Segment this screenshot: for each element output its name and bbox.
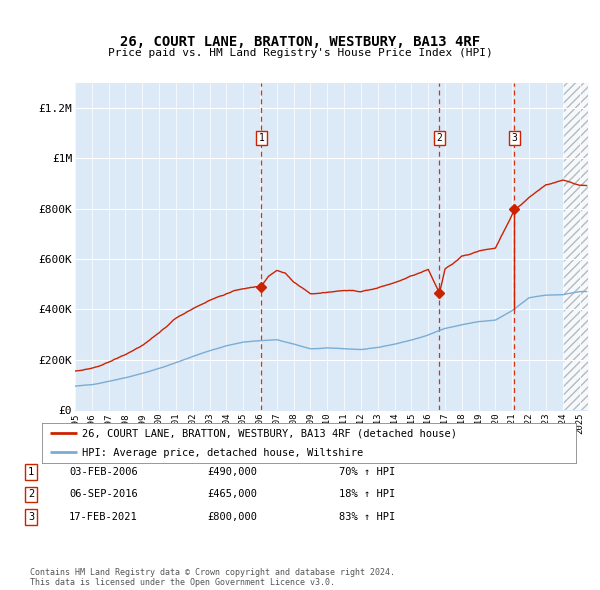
Text: Price paid vs. HM Land Registry's House Price Index (HPI): Price paid vs. HM Land Registry's House … [107,48,493,58]
Text: 06-SEP-2016: 06-SEP-2016 [69,490,138,499]
Text: £490,000: £490,000 [207,467,257,477]
Text: 18% ↑ HPI: 18% ↑ HPI [339,490,395,499]
Text: 26, COURT LANE, BRATTON, WESTBURY, BA13 4RF: 26, COURT LANE, BRATTON, WESTBURY, BA13 … [120,35,480,50]
Text: £800,000: £800,000 [207,512,257,522]
Text: 26, COURT LANE, BRATTON, WESTBURY, BA13 4RF (detached house): 26, COURT LANE, BRATTON, WESTBURY, BA13 … [82,429,457,439]
Text: 3: 3 [511,133,517,143]
Text: 1: 1 [259,133,264,143]
Text: 2: 2 [437,133,442,143]
Text: 1: 1 [28,467,34,477]
Text: 70% ↑ HPI: 70% ↑ HPI [339,467,395,477]
Text: 83% ↑ HPI: 83% ↑ HPI [339,512,395,522]
Text: 17-FEB-2021: 17-FEB-2021 [69,512,138,522]
Text: £465,000: £465,000 [207,490,257,499]
Text: 2: 2 [28,490,34,499]
Text: 3: 3 [28,512,34,522]
Text: HPI: Average price, detached house, Wiltshire: HPI: Average price, detached house, Wilt… [82,448,364,458]
Text: 03-FEB-2006: 03-FEB-2006 [69,467,138,477]
Text: Contains HM Land Registry data © Crown copyright and database right 2024.
This d: Contains HM Land Registry data © Crown c… [30,568,395,587]
